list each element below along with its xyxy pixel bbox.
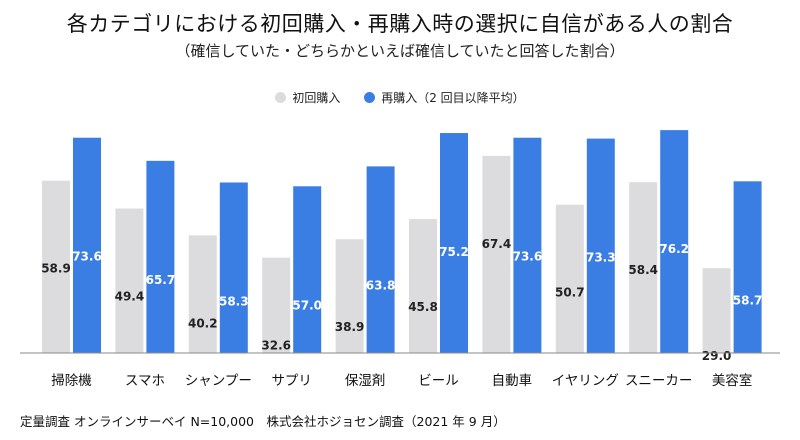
bar-first-purchase xyxy=(42,180,70,353)
bar-repurchase xyxy=(366,166,395,353)
bar-first-purchase xyxy=(262,257,291,353)
data-label-repurchase: 58.7 xyxy=(733,293,763,307)
bar-first-purchase xyxy=(115,208,144,353)
data-label-repurchase: 75.2 xyxy=(439,245,469,259)
legend-label-first-purchase: 初回購入 xyxy=(292,91,341,105)
bar-repurchase xyxy=(586,138,615,353)
bar-first-purchase xyxy=(702,268,731,353)
bar-repurchase xyxy=(440,133,468,353)
data-label-first-purchase: 58.9 xyxy=(41,262,71,276)
data-label-repurchase: 73.3 xyxy=(586,251,616,265)
bar-repurchase xyxy=(293,186,322,353)
chart-subtitle: （確信していた・どちらかといえば確信していたと回答した割合） xyxy=(175,42,625,60)
data-label-first-purchase: 38.9 xyxy=(335,320,365,334)
chart-title: 各カテゴリにおける初回購入・再購入時の選択に自信がある人の割合 xyxy=(66,12,734,36)
category-label: サプリ xyxy=(271,373,312,389)
data-label-repurchase: 58.3 xyxy=(219,294,249,308)
bar-first-purchase xyxy=(555,204,584,353)
data-label-first-purchase: 49.4 xyxy=(115,290,145,304)
category-label: 自動車 xyxy=(492,373,533,389)
legend-item-first-purchase: 初回購入 xyxy=(275,89,340,106)
legend-swatch-first-purchase xyxy=(275,92,287,103)
data-label-first-purchase: 50.7 xyxy=(555,286,585,300)
bar-first-purchase xyxy=(335,239,364,353)
category-label: イヤリング xyxy=(552,373,619,389)
data-label-repurchase: 73.6 xyxy=(513,250,543,264)
data-label-first-purchase: 32.6 xyxy=(261,339,291,353)
legend-label-repurchase: 再購入（2 回目以降平均） xyxy=(381,91,525,105)
bar-repurchase xyxy=(219,182,248,353)
data-label-repurchase: 63.8 xyxy=(366,278,396,292)
legend-swatch-repurchase xyxy=(364,92,376,103)
bar-first-purchase xyxy=(482,155,511,353)
category-label: 掃除機 xyxy=(51,372,92,389)
bar-first-purchase xyxy=(409,219,437,353)
bar-repurchase xyxy=(513,137,542,353)
data-label-repurchase: 57.0 xyxy=(292,298,322,312)
legend-item-repurchase: 再購入（2 回目以降平均） xyxy=(364,89,525,106)
category-label: スニーカー xyxy=(625,373,693,389)
category-label: 美容室 xyxy=(712,372,753,389)
data-label-repurchase: 65.7 xyxy=(146,273,176,287)
data-label-repurchase: 76.2 xyxy=(659,242,689,256)
data-label-repurchase: 73.6 xyxy=(72,250,102,264)
data-label-first-purchase: 45.8 xyxy=(408,300,438,314)
category-label: ビール xyxy=(418,373,459,389)
data-label-first-purchase: 58.4 xyxy=(628,263,658,277)
category-label: シャンプー xyxy=(185,373,252,389)
data-label-first-purchase: 29.0 xyxy=(702,349,732,363)
bar-repurchase xyxy=(146,160,175,353)
bar-repurchase xyxy=(733,181,762,353)
data-label-first-purchase: 67.4 xyxy=(482,237,512,251)
bar-first-purchase xyxy=(188,235,217,353)
footnote: 定量調査 オンラインサーベイ N=10,000 株式会社ホジョセン調査（2021… xyxy=(20,414,506,429)
legend: 初回購入 再購入（2 回目以降平均） xyxy=(0,89,800,106)
category-label: 保湿剤 xyxy=(345,373,386,389)
data-label-first-purchase: 40.2 xyxy=(188,316,218,330)
bar-first-purchase xyxy=(629,182,658,353)
category-label: スマホ xyxy=(125,373,165,389)
bar-repurchase xyxy=(73,137,101,353)
bar-repurchase xyxy=(660,130,689,353)
